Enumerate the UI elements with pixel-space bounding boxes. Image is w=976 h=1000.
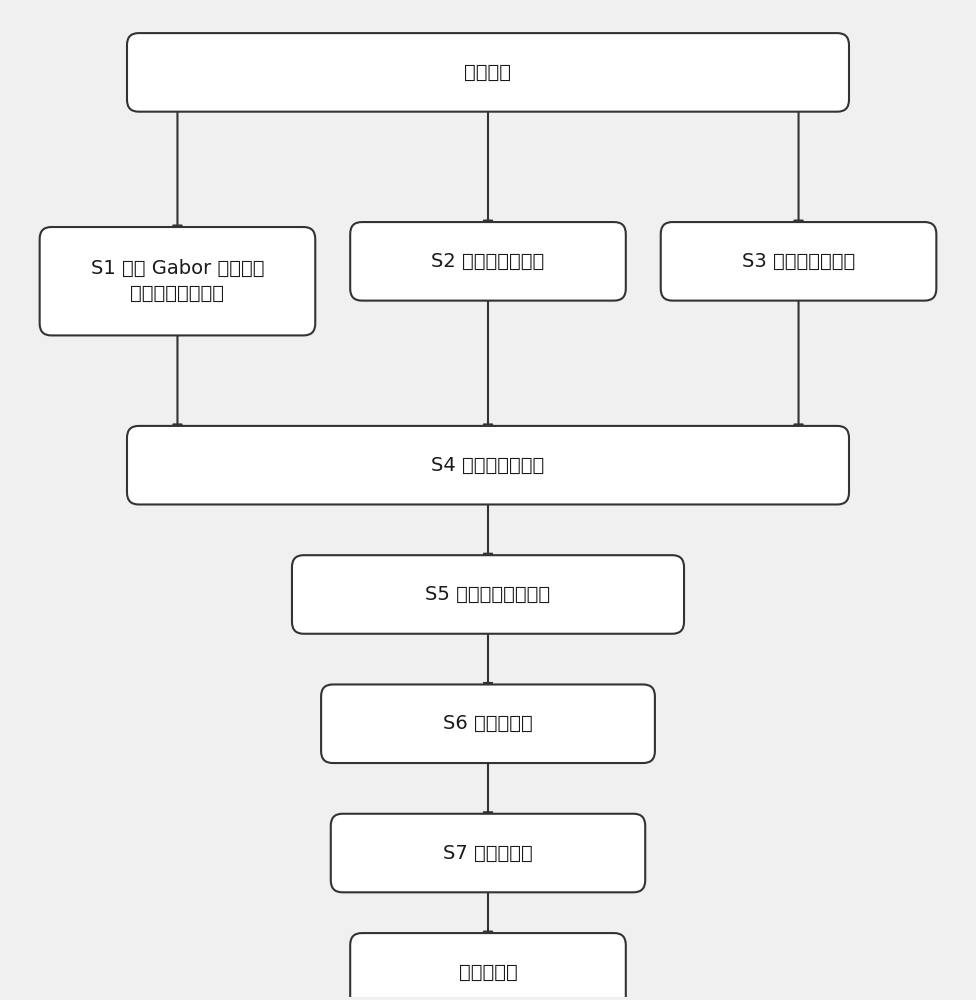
FancyBboxPatch shape — [350, 933, 626, 1000]
Text: S1 利用 Gabor 小波滤波
器建立方向特征图: S1 利用 Gabor 小波滤波 器建立方向特征图 — [91, 259, 264, 303]
FancyBboxPatch shape — [331, 814, 645, 892]
FancyBboxPatch shape — [292, 555, 684, 634]
Text: 输入图像: 输入图像 — [465, 63, 511, 82]
Text: S7 多尺度分析: S7 多尺度分析 — [443, 844, 533, 863]
Text: S2 建立颜色特征图: S2 建立颜色特征图 — [431, 252, 545, 271]
FancyBboxPatch shape — [40, 227, 315, 335]
FancyBboxPatch shape — [350, 222, 626, 301]
Text: S4 合成矩阵多项式: S4 合成矩阵多项式 — [431, 456, 545, 475]
FancyBboxPatch shape — [661, 222, 936, 301]
Text: S3 建立灰度特征图: S3 建立灰度特征图 — [742, 252, 855, 271]
Text: S6 幅度谱滤波: S6 幅度谱滤波 — [443, 714, 533, 733]
FancyBboxPatch shape — [127, 426, 849, 504]
Text: S5 多项式傅立叶变换: S5 多项式傅立叶变换 — [426, 585, 550, 604]
FancyBboxPatch shape — [321, 684, 655, 763]
Text: 目标显著图: 目标显著图 — [459, 963, 517, 982]
FancyBboxPatch shape — [127, 33, 849, 112]
